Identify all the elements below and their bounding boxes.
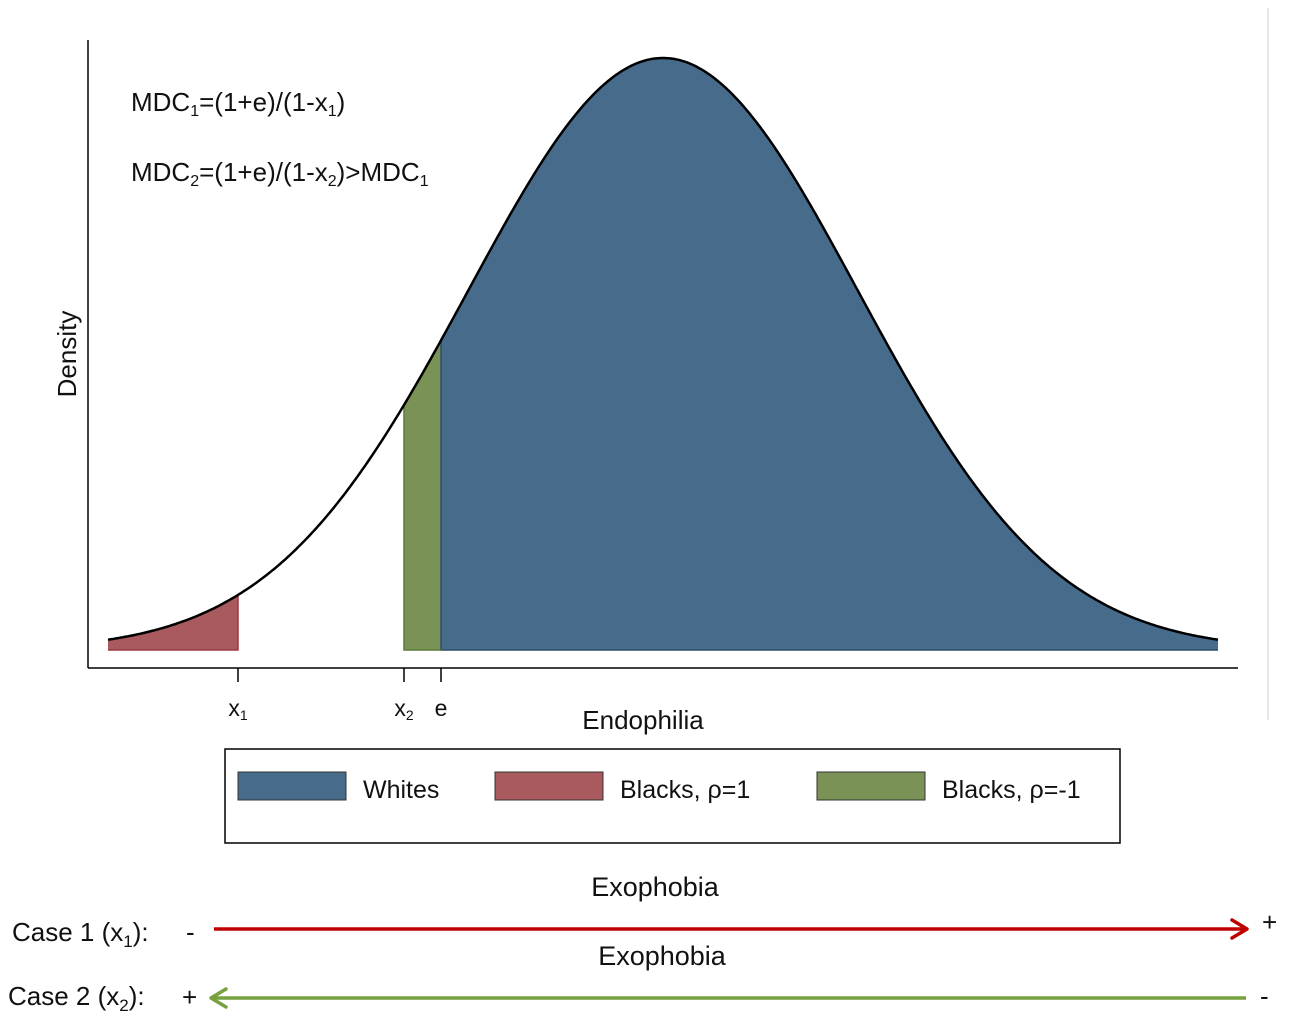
tick-label-x2: x2	[394, 695, 414, 723]
density-curve	[107, 56, 1219, 641]
tick-label-e: e	[435, 695, 448, 721]
case1-label: Case 1 (x1):	[12, 917, 149, 951]
legend-box	[224, 748, 1121, 844]
blacks-rho-1-area	[108, 594, 238, 650]
y-axis-label: Density	[52, 311, 82, 398]
tick-label-x1: x1	[228, 695, 248, 723]
blacks-rho-1-border	[108, 594, 239, 651]
formula-mdc1: MDC1=(1+e)/(1-x1)	[131, 87, 345, 120]
formula-mdc2: MDC2=(1+e)/(1-x2)>MDC1	[131, 157, 429, 190]
x-axis-label: Endophilia	[582, 705, 704, 735]
legend-swatch-blacks-rho-1	[494, 771, 604, 801]
case2-right-sign: -	[1260, 981, 1269, 1011]
whites-area	[441, 58, 1218, 650]
case2-axis-title: Exophobia	[598, 941, 727, 971]
case2-left-sign: +	[182, 982, 197, 1012]
legend-label-blacks-rho-neg1: Blacks, ρ=-1	[942, 776, 1081, 804]
blacks-rho-neg1-border	[403, 405, 441, 651]
legend-swatch-blacks-rho-neg1	[816, 771, 926, 801]
case1-left-sign: -	[186, 917, 195, 947]
legend-label-whites: Whites	[363, 776, 439, 804]
legend-label-blacks-rho-1: Blacks, ρ=1	[620, 776, 750, 804]
legend-swatch-whites	[237, 771, 347, 801]
blacks-rho-neg1-area	[404, 340, 441, 650]
case2-arrowhead	[209, 987, 228, 1009]
case2-label: Case 2 (x2):	[8, 981, 145, 1015]
case1-right-sign: +	[1262, 907, 1277, 937]
case1-axis-title: Exophobia	[591, 872, 720, 902]
case1-arrowhead	[1230, 918, 1249, 940]
